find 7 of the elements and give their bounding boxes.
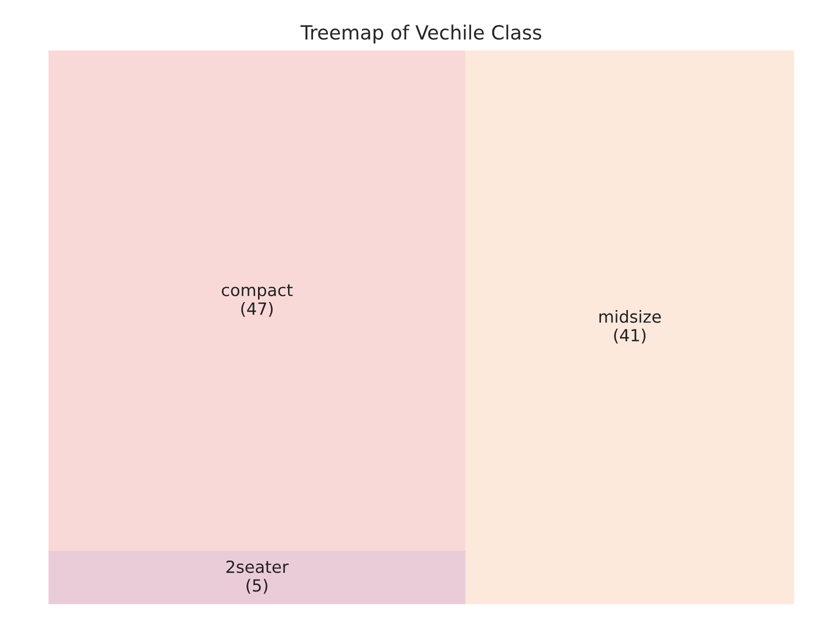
text: Treemap of Vechile Class xyxy=(300,24,542,44)
data-label: (41) xyxy=(614,328,646,344)
data-label: (5) xyxy=(246,578,268,594)
category-label: midsize xyxy=(599,310,661,323)
category-label: 2seater xyxy=(226,560,289,574)
data-label: (47) xyxy=(241,302,273,317)
category-label: compact xyxy=(222,284,293,300)
